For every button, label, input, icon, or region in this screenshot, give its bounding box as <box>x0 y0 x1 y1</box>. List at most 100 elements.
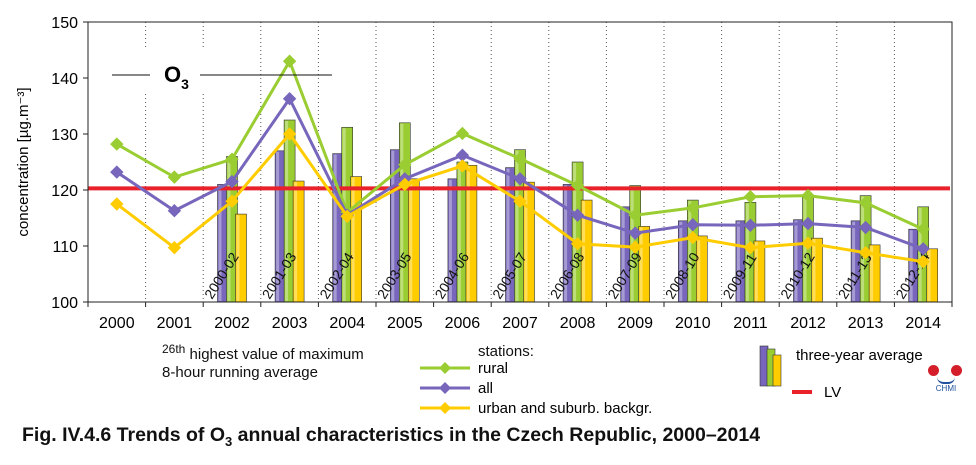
point-all <box>858 220 873 235</box>
bar-highlight <box>573 163 577 301</box>
rank-line1: highest value of maximum <box>185 346 364 363</box>
point-urban <box>340 209 354 224</box>
stations-title: stations: <box>478 343 534 360</box>
point-urban <box>916 254 930 269</box>
y-tick-label: 120 <box>51 183 78 200</box>
point-urban <box>398 177 412 192</box>
x-tick-label: 2010 <box>675 315 711 332</box>
point-all <box>628 226 642 240</box>
point-rural <box>225 152 239 166</box>
point-rural <box>858 196 873 210</box>
bar-highlight <box>582 201 586 301</box>
bar-highlight <box>218 185 222 301</box>
bar-highlight <box>351 177 355 301</box>
point-rural <box>282 54 297 68</box>
bar-highlight <box>285 121 289 301</box>
point-urban <box>455 159 470 173</box>
x-tick-label: 2006 <box>445 315 481 332</box>
x-tick-label: 2005 <box>387 315 423 332</box>
bar-highlight <box>515 150 519 301</box>
bar-highlight <box>909 230 913 301</box>
bar-highlight <box>457 163 461 301</box>
point-urban <box>686 230 700 245</box>
x-tick-label: 2014 <box>905 315 941 332</box>
bar-highlight <box>524 183 528 301</box>
point-all <box>282 92 297 106</box>
bar-highlight <box>333 154 337 301</box>
caption-suffix: annual characteristics in the Czech Repu… <box>232 424 761 446</box>
point-all <box>225 174 239 189</box>
bar-highlight <box>227 157 231 301</box>
bar-highlight <box>276 151 280 301</box>
point-all <box>110 165 124 179</box>
bar-highlight <box>409 179 413 301</box>
point-rural <box>743 190 758 204</box>
rank-sup: 26th <box>162 342 186 356</box>
bar-highlight <box>736 221 740 301</box>
point-all <box>743 218 758 232</box>
bar-highlight <box>400 123 404 301</box>
y-axis-label: concentration [µg.m⁻³] <box>15 87 32 236</box>
grid <box>145 22 895 302</box>
bar-highlight <box>466 166 470 301</box>
point-all <box>916 242 930 256</box>
x-tick-label: 2008 <box>560 315 596 332</box>
bar-highlight <box>697 236 701 301</box>
x-tick-label: 2000 <box>99 315 135 332</box>
bar-highlight <box>236 215 240 301</box>
bar-highlight <box>870 245 874 301</box>
legend-label-all: all <box>478 380 493 397</box>
series-lines <box>110 54 930 269</box>
point-all <box>801 216 815 231</box>
legend-label-rural: rural <box>478 360 508 377</box>
point-rural <box>455 126 470 141</box>
point-all <box>167 204 182 218</box>
point-rural <box>801 188 815 203</box>
inset-label: O3 <box>112 48 332 93</box>
point-rural <box>916 222 930 236</box>
point-rural <box>398 158 412 172</box>
point-rural <box>110 137 124 151</box>
point-urban <box>282 127 297 141</box>
inset-o3-sub: 3 <box>181 76 189 92</box>
legend-marker-rural <box>439 362 451 374</box>
x-tick-label: 2012 <box>790 315 826 332</box>
point-rural <box>628 208 642 222</box>
axes: 100 110 120 130 140 150 2000 2001 2002 2003 2004 20… <box>15 15 953 332</box>
point-all <box>513 172 527 186</box>
bar-highlight <box>852 221 856 301</box>
bar-highlight <box>391 150 395 301</box>
inset-box <box>112 48 217 93</box>
bar-highlight <box>564 185 568 301</box>
point-urban <box>513 194 527 208</box>
bar-highlight <box>861 196 865 301</box>
bar-highlight <box>754 241 758 301</box>
y-tick-label: 110 <box>52 239 78 256</box>
bar-highlight <box>448 179 452 301</box>
figure-caption: Fig. IV.4.6 Trends of O3 annual characte… <box>22 424 760 449</box>
point-urban <box>628 240 642 254</box>
point-rural <box>513 151 527 166</box>
rank-line2: 8-hour running average <box>162 364 318 381</box>
caption-sub: 3 <box>225 433 233 449</box>
point-urban <box>570 237 585 251</box>
bar-highlight <box>812 239 816 301</box>
point-rural <box>686 201 700 215</box>
y-tick-label: 150 <box>51 15 78 32</box>
bar-highlight <box>506 168 510 301</box>
point-urban <box>110 197 124 211</box>
point-urban <box>167 240 182 255</box>
logo-dot-right <box>951 365 962 376</box>
point-rural <box>570 178 585 193</box>
point-all <box>570 208 585 222</box>
caption-prefix: Fig. IV.4.6 Trends of O <box>22 424 225 446</box>
logo-dot-left <box>928 365 939 376</box>
x-tick-label: 2003 <box>272 315 308 332</box>
bar-highlight <box>621 207 625 301</box>
bar-highlight <box>918 207 922 301</box>
plot-frame <box>87 21 953 303</box>
x-tick-label: 2002 <box>214 315 250 332</box>
bar-highlight <box>679 221 683 301</box>
bar-highlight <box>745 203 749 301</box>
